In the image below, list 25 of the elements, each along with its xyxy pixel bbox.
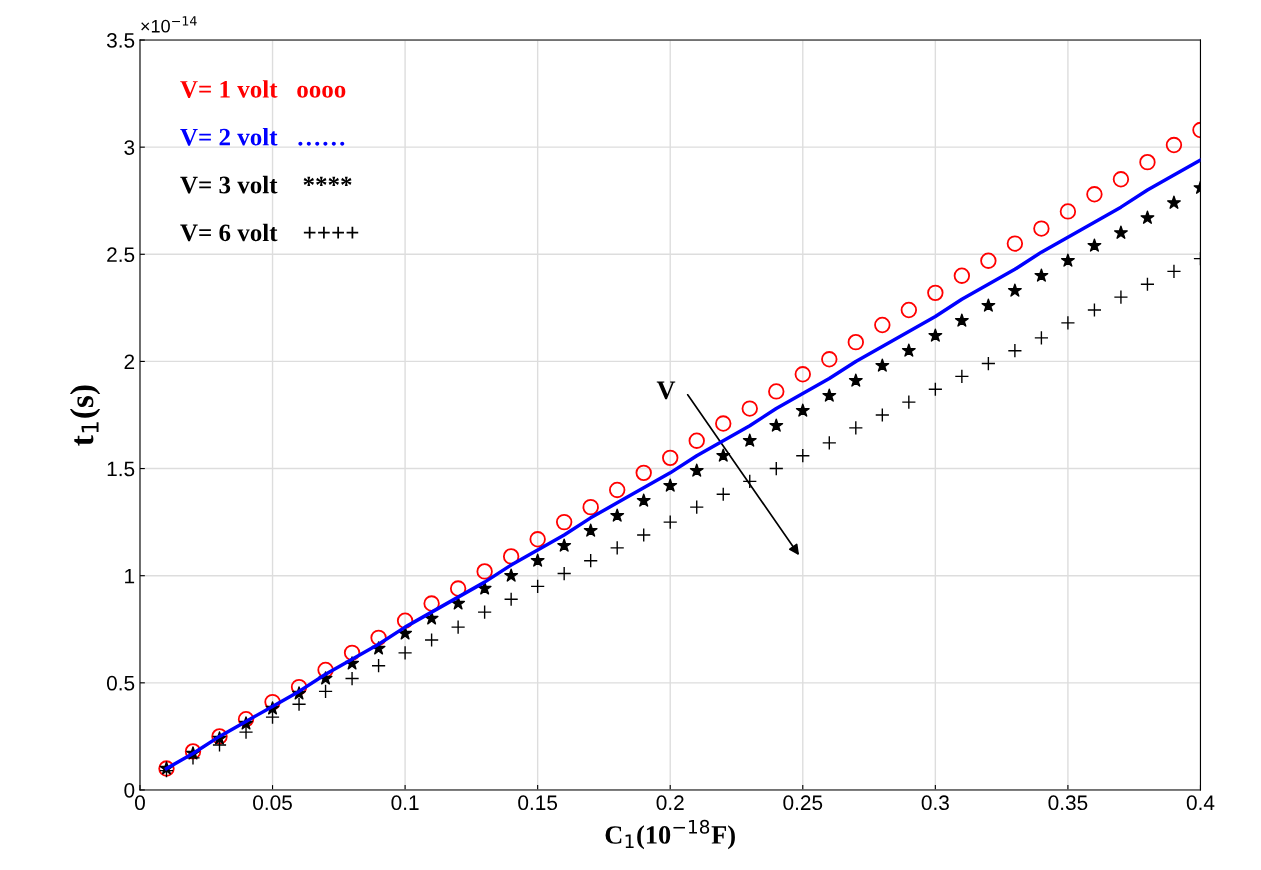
text: V= 3 volt **** — [180, 175, 352, 194]
x-tick-label: 0 — [134, 795, 145, 811]
x-tick-label: 0.3 — [921, 795, 949, 811]
text: ×10$^{−14}$ — [141, 16, 197, 33]
text: V= 6 volt ++++ — [180, 223, 359, 242]
x-tick-label: 0.1 — [391, 795, 419, 811]
annotation: V — [656, 381, 676, 400]
x-tick-label: 0.35 — [1048, 795, 1088, 811]
y-tick-label: 3 — [124, 140, 135, 155]
y-axis-title: t$_{1}$(s) — [69, 385, 101, 446]
x-tick-label: 0.4 — [1186, 795, 1215, 811]
y-tick-label: 1.5 — [107, 461, 135, 477]
x-tick-label: 0.15 — [518, 795, 558, 811]
x-axis-title: C$_{1}$(10$^{−18}$F) — [605, 819, 735, 850]
text: V= 1 volt oooo — [180, 80, 346, 98]
y-tick-label: 2.5 — [107, 247, 135, 263]
y-tick-label: 0 — [124, 782, 135, 798]
y-tick-label: 1 — [125, 568, 135, 584]
y-tick-label: 0.5 — [106, 675, 135, 691]
x-tick-label: 0.05 — [253, 795, 292, 811]
x-tick-label: 0.25 — [783, 795, 823, 811]
y-tick-label: 3.5 — [106, 33, 135, 48]
text: V= 2 volt …… — [180, 128, 345, 146]
y-tick-label: 2 — [124, 354, 135, 369]
x-tick-label: 0.2 — [656, 795, 684, 811]
